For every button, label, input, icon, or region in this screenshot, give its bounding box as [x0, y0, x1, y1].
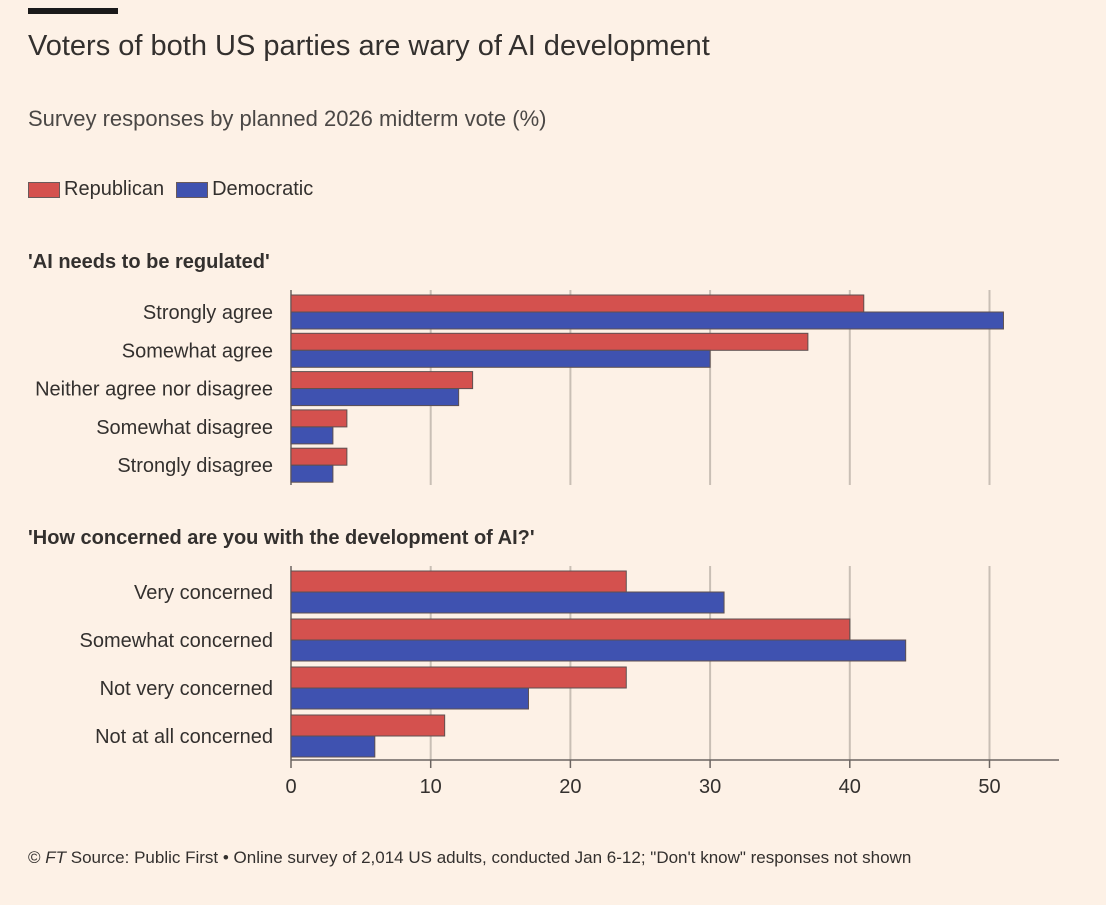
category-label: Somewhat disagree	[96, 417, 273, 439]
bar-democratic	[290, 735, 376, 758]
category-label: Somewhat agree	[122, 340, 273, 362]
bar-republican	[290, 332, 809, 351]
category-label: Not very concerned	[100, 678, 273, 700]
footer-brand: FT	[45, 848, 67, 867]
legend-label-democratic: Democratic	[212, 178, 314, 200]
chart-title: Voters of both US parties are wary of AI…	[28, 30, 710, 62]
bar-republican	[290, 714, 446, 737]
x-tick-label: 20	[559, 776, 581, 798]
bar-democratic	[290, 349, 711, 368]
brand-bar	[28, 8, 118, 14]
panel-title-regulated: 'AI needs to be regulated'	[28, 251, 270, 273]
bar-democratic	[290, 464, 334, 483]
legend-item-democratic: Democratic	[176, 178, 313, 201]
x-tick-label: 50	[978, 776, 1000, 798]
x-tick-label: 40	[839, 776, 861, 798]
bar-republican	[290, 618, 851, 641]
legend-swatch-republican	[28, 181, 60, 198]
bar-democratic	[290, 311, 1004, 330]
category-label: Neither agree nor disagree	[35, 379, 273, 401]
category-label: Strongly agree	[143, 302, 273, 324]
x-tick-label: 0	[285, 776, 296, 798]
bar-republican	[290, 371, 474, 390]
x-tick-label: 30	[699, 776, 721, 798]
category-label: Strongly disagree	[117, 455, 273, 477]
category-label: Somewhat concerned	[80, 630, 273, 652]
chart-subtitle: Survey responses by planned 2026 midterm…	[28, 106, 547, 131]
bar-democratic	[290, 388, 460, 407]
footer-copyright: ©	[28, 848, 46, 867]
category-label: Not at all concerned	[95, 726, 273, 748]
bar-republican	[290, 409, 348, 428]
bar-democratic	[290, 426, 334, 445]
bar-democratic	[290, 639, 907, 662]
legend: Republican Democratic	[28, 178, 325, 201]
bar-republican	[290, 447, 348, 466]
bar-republican	[290, 666, 627, 689]
legend-item-republican: Republican	[28, 178, 164, 201]
category-label: Very concerned	[134, 582, 273, 604]
footer-source-text: Source: Public First • Online survey of …	[66, 848, 912, 867]
legend-swatch-democratic	[176, 181, 209, 198]
footer-source: © FT Source: Public First • Online surve…	[28, 848, 911, 868]
legend-label-republican: Republican	[64, 178, 165, 200]
bar-republican	[290, 570, 627, 593]
bar-democratic	[290, 591, 725, 614]
panel-title-concerned: 'How concerned are you with the developm…	[28, 527, 535, 549]
x-tick-label: 10	[420, 776, 442, 798]
bar-republican	[290, 294, 865, 313]
bar-democratic	[290, 687, 529, 710]
